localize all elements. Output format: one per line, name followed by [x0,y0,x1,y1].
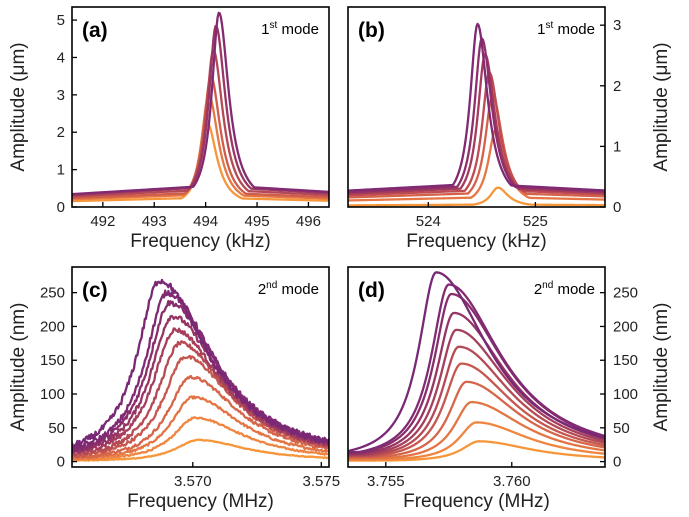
series-curve [348,345,605,457]
curves-a [72,11,329,203]
x-axis-label: Frequency (MHz) [403,491,550,512]
x-tick-label: 492 [90,213,115,230]
series-curve [348,186,605,207]
y-tick-label: 2 [613,78,621,95]
y-tick-label: 5 [57,12,65,29]
x-axis-label: Frequency (kHz) [406,231,546,252]
series-curve [72,289,329,453]
y-tick-label: 200 [40,318,65,335]
y-tick-label: 250 [40,285,65,302]
series-curve [348,93,605,199]
panel-label: (d) [358,279,385,302]
y-axis-label: Amplitude (μm) [651,42,672,171]
y-tick-label: 1 [57,162,65,179]
series-curve [348,283,605,454]
series-curve [348,328,605,456]
series-curve [72,416,329,461]
plot-frame-d [347,266,606,468]
x-tick-label: 3.575 [303,473,341,490]
x-tick-label: 524 [416,213,441,230]
series-curve [348,53,605,195]
mode-label: 2nd mode [258,280,319,298]
x-tick-label: 3.570 [174,473,212,490]
series-curve [348,362,605,458]
series-curve [72,374,329,459]
y-axis-label: Amplitude (nm) [8,303,29,432]
y-tick-label: 0 [57,454,65,471]
curves-d [348,271,605,462]
series-curve [348,71,605,197]
x-tick-label: 495 [245,213,270,230]
x-tick-label: 493 [142,213,167,230]
y-tick-label: 3 [613,17,621,34]
y-tick-label: 0 [613,199,621,216]
x-tick-label: 3.755 [367,473,405,490]
y-tick-label: 50 [48,420,65,437]
panel-c: 3.570 3.575 0 50 100 150 200 250 Frequency (MHz)… [8,266,341,512]
plot-frame-a [71,6,330,208]
x-tick-label: 494 [193,213,218,230]
series-curve [72,48,329,198]
y-tick-label: 250 [613,285,638,302]
y-tick-label: 0 [613,454,621,471]
y-tick-label: 3 [57,87,65,104]
series-curve [72,395,329,461]
series-curve [72,354,329,459]
series-curve [348,440,605,462]
y-tick-label: 2 [57,124,65,141]
y-tick-label: 150 [613,352,638,369]
y-axis-label: Amplitude (nm) [651,303,672,432]
y-axis-label: Amplitude (μm) [8,42,29,171]
series-curve [348,380,605,459]
series-curve [72,278,329,448]
panel-d: 3.755 3.760 0 50 100 150 200 250 Frequency (MHz)… [347,266,672,512]
x-tick-label: 525 [523,213,548,230]
plot-frame-b [347,6,606,208]
y-tick-label: 200 [613,318,638,335]
panel-a: 492 493 494 495 496 0 1 2 3 4 5 Frequency (kHz) Ampl… [8,6,330,252]
series-curve [348,421,605,461]
x-axis-label: Frequency (MHz) [127,491,274,512]
y-tick-label: 0 [57,199,65,216]
series-curve [348,37,605,194]
panel-label: (c) [82,279,108,302]
y-tick-label: 100 [40,386,65,403]
y-tick-label: 150 [40,352,65,369]
panel-label: (a) [82,19,108,42]
series-curve [348,400,605,460]
x-tick-label: 496 [296,213,321,230]
x-axis-label: Frequency (kHz) [130,231,270,252]
mode-label: 2nd mode [534,280,595,298]
mode-label: 1st mode [261,20,319,38]
series-curve [72,438,329,462]
plot-frame-c [71,266,330,468]
series-curve [348,271,605,453]
x-tick-label: 3.760 [493,473,531,490]
mode-label: 1st mode [537,20,595,38]
y-tick-label: 50 [613,420,630,437]
y-tick-label: 100 [613,386,638,403]
series-curve [348,22,605,192]
curves-b [348,22,605,207]
series-curve [72,75,329,200]
panel-label: (b) [358,19,385,42]
series-curve [72,11,329,196]
series-curve [348,128,605,202]
curves-c [72,278,329,462]
panel-b: 524 525 0 1 2 3 Frequency (kHz) Amplitude (μm) (… [347,6,672,252]
y-tick-label: 4 [57,49,65,66]
y-tick-label: 1 [613,138,621,155]
